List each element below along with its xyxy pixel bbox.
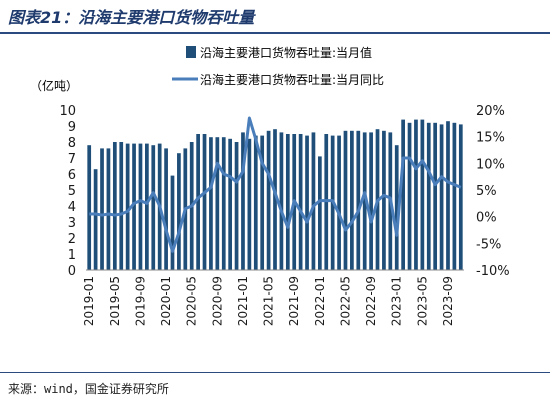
x-tick-label: 2021-09 <box>287 276 301 326</box>
bar <box>260 135 265 270</box>
bar <box>100 148 104 270</box>
bar <box>209 137 213 270</box>
y-left-tick-label: 4 <box>68 200 76 215</box>
bar <box>458 124 463 271</box>
x-tick-label: 2023-05 <box>415 276 429 326</box>
y-right-tick-label: 0% <box>476 211 497 226</box>
bar <box>356 130 361 270</box>
x-tick-label: 2020-05 <box>185 276 199 326</box>
x-tick-label: 2023-01 <box>390 276 404 326</box>
x-tick-label: 2022-09 <box>364 276 378 326</box>
bar <box>337 135 341 270</box>
bar <box>241 132 245 270</box>
x-axis: 2019-01 2019-05 2019-09 2020-01 2020-05 2020-… <box>82 276 455 326</box>
x-tick-label: 2021-01 <box>236 276 250 326</box>
bar <box>298 134 303 270</box>
bar <box>132 143 136 270</box>
y-right-tick-label: 20% <box>476 104 505 119</box>
legend-swatch-bar <box>186 46 196 58</box>
y-left-tick-label: 10 <box>59 104 76 119</box>
y-left-tick-label: 9 <box>68 120 76 135</box>
y-right-tick-label: 5% <box>476 184 497 199</box>
unit-label: （亿吨） <box>30 78 78 93</box>
source-note: 来源：wind，国金证券研究所 <box>8 382 169 396</box>
bar <box>426 122 431 270</box>
bar <box>285 134 290 270</box>
bar <box>311 132 316 270</box>
bar <box>145 143 149 270</box>
y-left-tick-label: 8 <box>68 136 76 151</box>
bar <box>247 138 252 270</box>
y-left-tick-label: 1 <box>68 248 76 263</box>
bar <box>253 135 258 270</box>
x-tick-label: 2019-05 <box>108 276 122 326</box>
y-left-tick-label: 0 <box>68 264 76 279</box>
bar <box>177 153 181 270</box>
x-tick-label: 2020-01 <box>159 276 173 326</box>
bar <box>401 119 405 270</box>
bar <box>196 134 200 270</box>
bar <box>362 132 367 270</box>
y-right-tick-label: 10% <box>476 157 505 172</box>
y-right-tick-label: -5% <box>476 237 501 252</box>
bar <box>215 137 220 270</box>
bar <box>369 132 373 270</box>
bar <box>452 122 457 270</box>
bar <box>279 132 284 270</box>
legend-label-bar: 沿海主要港口货物吞吐量:当月值 <box>200 45 372 60</box>
footer-divider <box>0 372 550 373</box>
bar <box>266 130 271 270</box>
bar <box>228 138 233 270</box>
y-left-tick-label: 3 <box>68 216 76 231</box>
legend: 沿海主要港口货物吞吐量:当月值 沿海主要港口货物吞吐量:当月同比 <box>172 45 384 87</box>
bar <box>414 119 418 270</box>
bar <box>138 143 143 270</box>
bar <box>273 129 277 270</box>
x-tick-label: 2020-09 <box>210 276 224 326</box>
bar <box>221 137 226 270</box>
bar <box>87 145 92 270</box>
bar <box>106 148 111 270</box>
y-axis-right: -10% -5% 0% 5% 10% 15% 20% <box>476 104 510 279</box>
bar <box>119 142 124 270</box>
bar <box>164 148 168 270</box>
x-tick-label: 2019-01 <box>82 276 96 326</box>
bar <box>151 145 156 270</box>
x-tick-label: 2021-05 <box>262 276 276 326</box>
y-left-tick-label: 6 <box>68 168 76 183</box>
bar <box>234 142 239 270</box>
bar <box>407 122 412 270</box>
line-series <box>89 116 462 253</box>
y-right-tick-label: -10% <box>476 264 510 279</box>
bar <box>350 130 354 270</box>
yoy-line <box>89 116 462 253</box>
bar <box>125 143 130 270</box>
bar <box>439 124 444 271</box>
bar <box>305 135 309 270</box>
bar <box>420 119 425 270</box>
bar <box>317 156 322 270</box>
bar <box>202 134 207 270</box>
x-tick-label: 2022-05 <box>338 276 352 326</box>
legend-label-line: 沿海主要港口货物吞吐量:当月同比 <box>200 72 384 87</box>
bar <box>433 122 438 270</box>
bar <box>93 169 98 270</box>
y-right-tick-label: 15% <box>476 131 505 146</box>
figure-title: 图表21：沿海主要港口货物吞吐量 <box>8 8 255 27</box>
y-left-tick-label: 2 <box>68 232 76 247</box>
bar <box>446 121 450 270</box>
bar <box>170 175 175 270</box>
chart: 沿海主要港口货物吞吐量:当月值 沿海主要港口货物吞吐量:当月同比 （亿吨） 01… <box>30 45 510 326</box>
x-tick-label: 2019-09 <box>133 276 147 326</box>
x-tick-label: 2023-09 <box>441 276 455 326</box>
x-tick-label: 2022-01 <box>313 276 327 326</box>
y-left-tick-label: 7 <box>68 152 76 167</box>
title-divider <box>0 32 550 34</box>
bar <box>343 130 348 270</box>
y-left-tick-label: 5 <box>68 184 76 199</box>
bar <box>394 145 399 270</box>
bar <box>112 142 117 270</box>
bar <box>382 130 386 270</box>
